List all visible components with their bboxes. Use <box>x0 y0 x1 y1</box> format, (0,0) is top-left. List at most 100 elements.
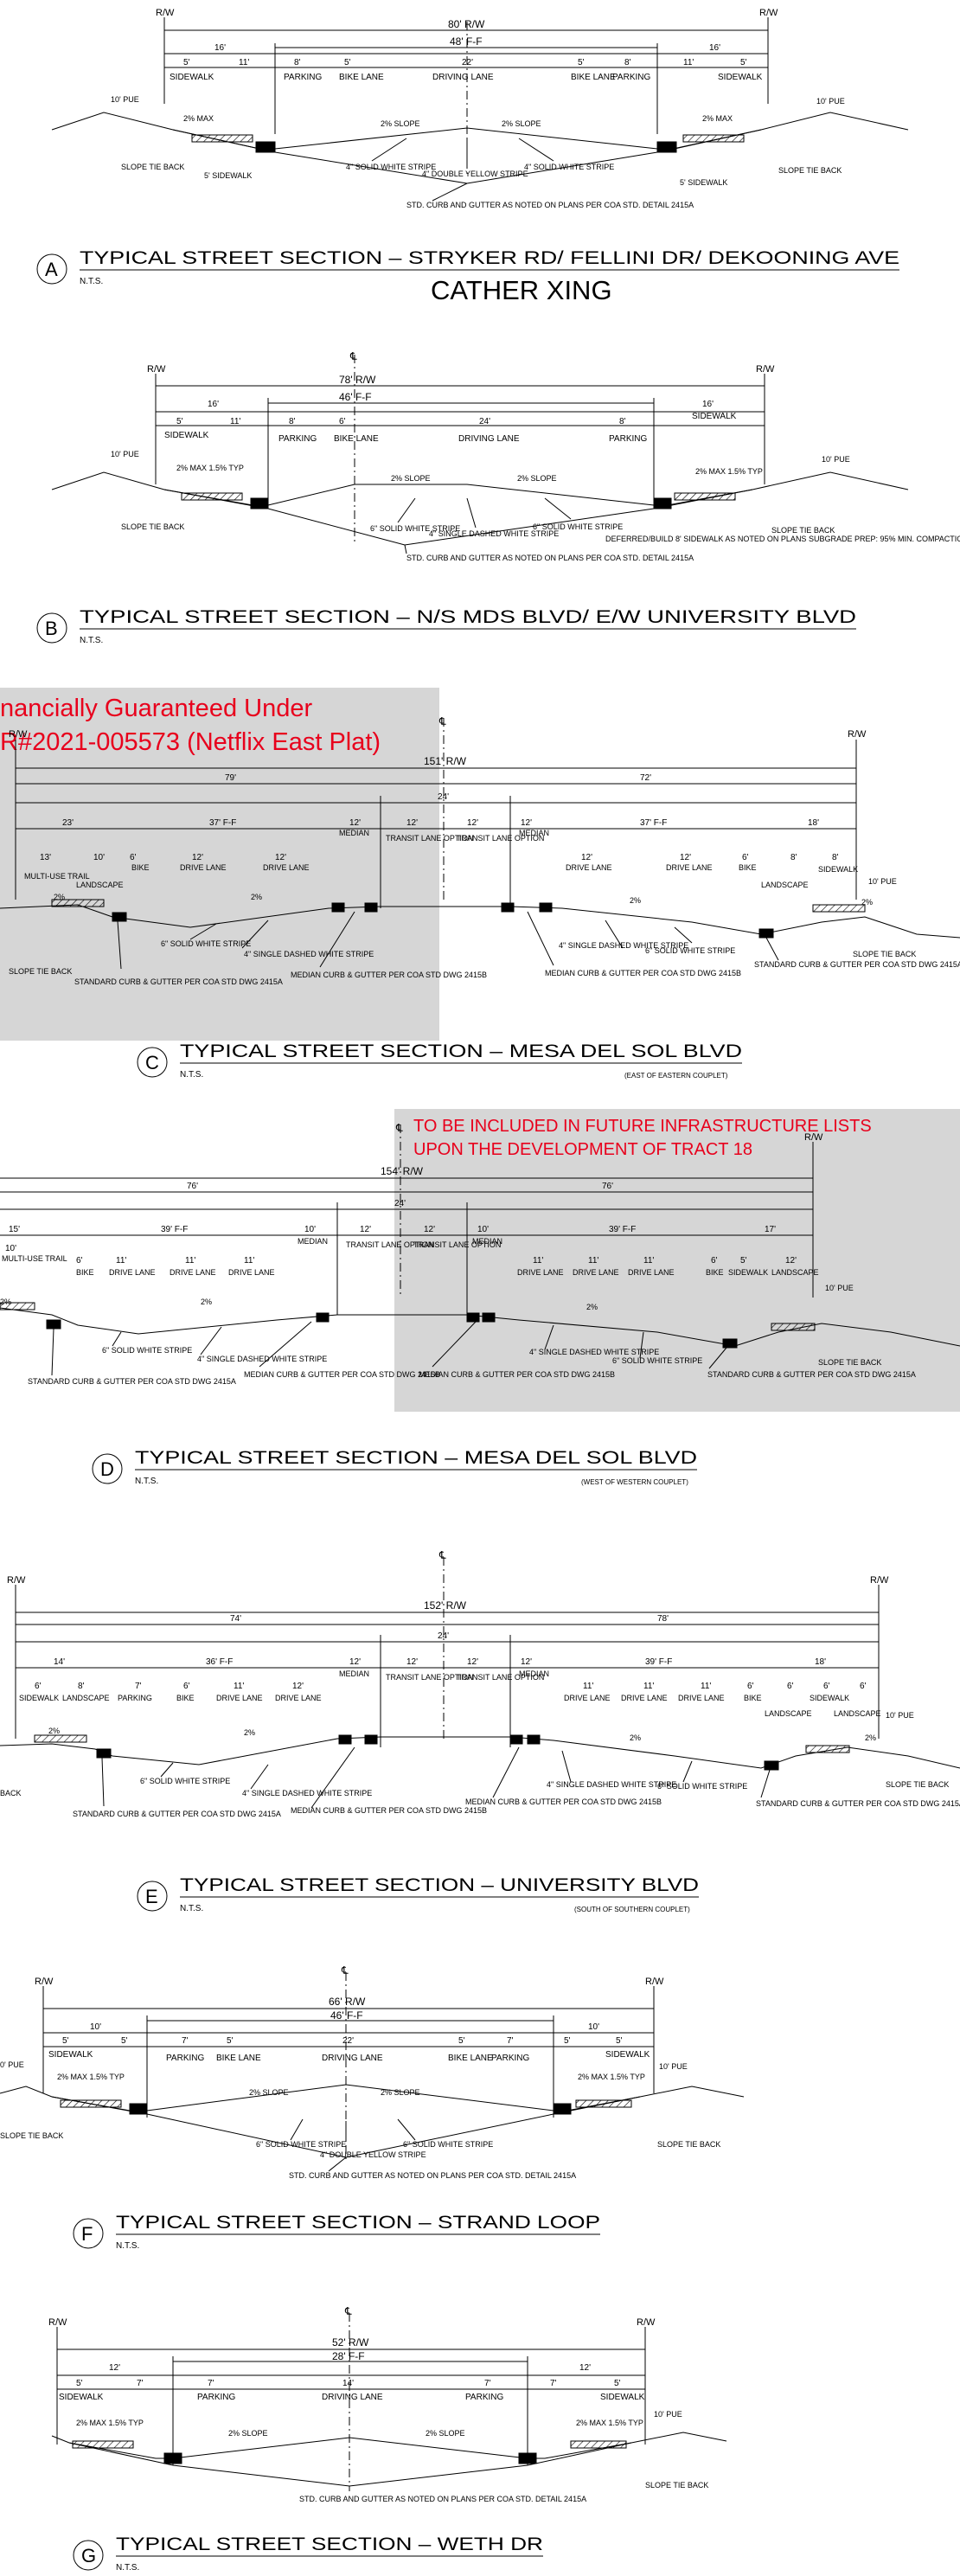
dim-label: 78' <box>657 1614 669 1624</box>
note: 2% SLOPE <box>381 2088 420 2097</box>
section-d-cl: ℄ <box>395 1122 403 1134</box>
dim-label: 12' <box>467 1657 478 1667</box>
dim-label: 10' <box>477 1225 489 1234</box>
note: 2% <box>0 1298 11 1306</box>
lane-label: DRIVING LANE <box>322 2393 383 2402</box>
dim-label: 5' <box>62 2036 69 2046</box>
section-b-marker <box>36 612 67 644</box>
dim-label: 24' <box>438 1631 449 1641</box>
note: 2% MAX <box>183 114 214 123</box>
section-c-lane-labels: MULTI-USE TRAIL LANDSCAPE BIKE DRIVE LAN… <box>24 829 858 889</box>
section-b-ff-width: 46' F-F <box>339 391 372 403</box>
note: SLOPE TIE BACK <box>0 2131 63 2140</box>
dim-label: 16' <box>702 400 714 409</box>
lane-label: SIDEWALK <box>728 1268 768 1277</box>
lane-label: DRIVE LANE <box>109 1268 156 1277</box>
dim-label: 12' <box>521 1657 532 1667</box>
section-b-row-width: 78' R/W <box>339 374 376 386</box>
lane-label: BIKE LANE <box>571 73 616 82</box>
note: 2% SLOPE <box>381 119 420 128</box>
section-d-title: TYPICAL STREET SECTION – MESA DEL SOL BL… <box>135 1448 697 1468</box>
section-e-rw-left: R/W <box>7 1575 26 1586</box>
dim-label: 10' <box>5 1244 16 1253</box>
dim-label: 13' <box>40 853 51 862</box>
section-f-rw-left: R/W <box>35 1977 54 1987</box>
dim-label: 7' <box>137 2379 144 2388</box>
lane-label: BIKE <box>76 1268 94 1277</box>
section-f-lane-labels: SIDEWALK PARKING BIKE LANE DRIVING LANE … <box>48 2050 650 2063</box>
note: 2% SLOPE <box>228 2429 268 2438</box>
lane-label: MEDIAN <box>339 829 369 837</box>
dim-label: 37' F-F <box>640 818 667 828</box>
section-f-title: TYPICAL STREET SECTION – STRAND LOOP <box>116 2213 600 2233</box>
section-g-row-width: 52' R/W <box>332 2336 369 2349</box>
dim-label: 7' <box>135 1682 142 1691</box>
dim-label: 6' <box>742 853 749 862</box>
section-a-drawing <box>51 17 909 202</box>
dim-label: 6' <box>35 1682 42 1691</box>
section-g-rw-right: R/W <box>637 2317 656 2328</box>
lane-label: SIDEWALK <box>170 73 214 82</box>
note: 10' PUE <box>111 450 139 458</box>
note: 0' PUE <box>0 2060 24 2069</box>
dim-label: 17' <box>765 1225 776 1234</box>
lane-label: BIKE <box>744 1694 762 1702</box>
dim-label: 23' <box>62 818 74 828</box>
note: 4" DOUBLE YELLOW STRIPE <box>422 170 528 178</box>
section-f-rw-right: R/W <box>645 1977 664 1987</box>
section-d: TO BE INCLUDED IN FUTURE INFRASTRUCTURE … <box>0 1109 960 1486</box>
dim-label: 6' <box>183 1682 190 1691</box>
section-a-ff-width: 48' F-F <box>450 35 483 48</box>
lane-label: MEDIAN <box>298 1237 328 1246</box>
note: STANDARD CURB & GUTTER PER COA STD DWG 2… <box>28 1377 236 1386</box>
note: STANDARD CURB & GUTTER PER COA STD DWG 2… <box>754 960 960 969</box>
section-a-notes: 10' PUE 2% MAX 2% SLOPE 2% SLOPE 2% MAX … <box>111 95 845 209</box>
note: 4" SINGLE DASHED WHITE STRIPE <box>244 950 374 958</box>
dim-label: 24' <box>479 417 490 426</box>
dim-label: 72' <box>640 773 651 783</box>
dim-label: 11' <box>683 58 694 67</box>
section-c-letter: C <box>145 1052 159 1073</box>
note: 6" SOLID WHITE STRIPE <box>140 1777 230 1785</box>
lane-label: BIKE LANE <box>216 2054 261 2063</box>
lane-label: TRANSIT LANE OPTION <box>346 1240 433 1249</box>
dim-label: 12' <box>521 818 532 828</box>
dim-label: 6' <box>130 853 137 862</box>
section-b-cl: ℄ <box>349 350 357 362</box>
dim-label: 5' <box>616 2036 623 2046</box>
section-d-notes: 2% 2% 2% 10' PUE 6" SOLID WHITE STRIPE 4… <box>0 1284 916 1386</box>
dim-label: 37' F-F <box>209 818 236 828</box>
note: MEDIAN CURB & GUTTER PER COA STD DWG 241… <box>465 1797 662 1806</box>
note: 2% <box>54 893 65 901</box>
lane-label: SIDEWALK <box>692 412 737 421</box>
dim-label: 10' <box>588 2022 599 2032</box>
lane-label: PARKING <box>197 2393 235 2402</box>
note: 2% SLOPE <box>249 2088 289 2097</box>
lane-label: PARKING <box>118 1694 152 1702</box>
note: SLOPE TIE BACK <box>886 1780 949 1789</box>
note: 2% <box>201 1298 212 1306</box>
section-c-overlay-text-1: nancially Guaranteed Under R#2021-005573 … <box>0 695 381 756</box>
section-c-dim-labels: 79' 24' 72' 23' 37' F-F 12' 12' 12' 12' … <box>40 773 839 862</box>
dim-label: 39' F-F <box>161 1225 188 1234</box>
section-d-overlay <box>394 1109 960 1412</box>
note: 2% MAX 1.5% TYP <box>76 2419 144 2427</box>
section-g-lane-labels: SIDEWALK PARKING DRIVING LANE PARKING SI… <box>59 2393 645 2402</box>
lane-label: DRIVE LANE <box>263 863 310 872</box>
dim-label: 11' <box>239 58 249 67</box>
note: 2% <box>630 896 641 905</box>
note: 2% MAX 1.5% TYP <box>576 2419 643 2427</box>
lane-label: DRIVE LANE <box>170 1268 216 1277</box>
note: SLOPE TIE BACK <box>778 166 842 175</box>
lane-label: TRANSIT LANE OPTION <box>457 1673 544 1682</box>
dim-label: 18' <box>815 1657 826 1667</box>
section-g: R/W R/W ℄ 52' R/W 28' F-F 12' 5' 7' 7' 1… <box>48 2305 727 2573</box>
section-g-marker <box>73 2540 104 2571</box>
note: 6" SOLID WHITE STRIPE <box>657 1782 747 1791</box>
dim-label: 12' <box>292 1682 304 1691</box>
section-a-subtitle: CATHER XING <box>431 275 612 305</box>
dim-label: 8' <box>790 853 797 862</box>
lane-label: DRIVE LANE <box>517 1268 564 1277</box>
dim-label: 12' <box>785 1256 797 1266</box>
note: 6" SOLID WHITE STRIPE <box>612 1356 702 1365</box>
